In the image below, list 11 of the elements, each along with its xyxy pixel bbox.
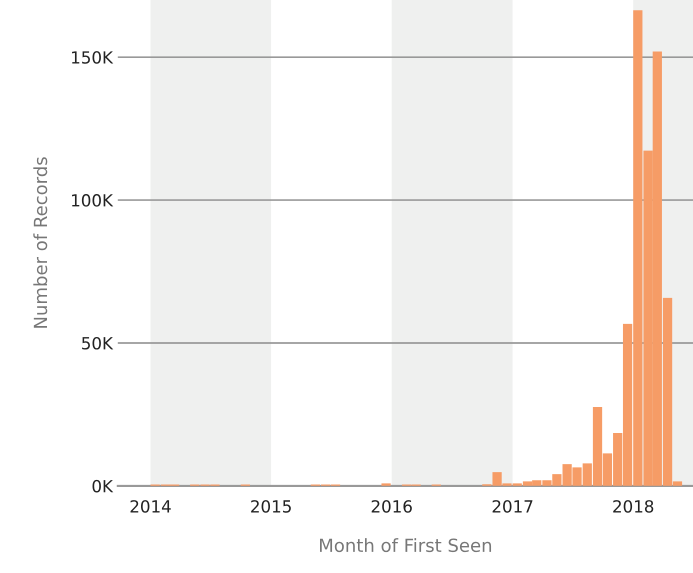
x-tick-label: 2016: [372, 500, 412, 513]
x-tick-label: 2018: [613, 500, 654, 513]
y-tick-label: 50K: [82, 336, 114, 350]
x-tick-label: 2014: [130, 500, 171, 513]
y-tick-label: 0K: [92, 480, 114, 492]
x-tick-label: 2015: [251, 500, 291, 513]
y-axis-title: Number of Records: [33, 157, 48, 328]
x-tick-label: 2017: [492, 500, 532, 513]
y-tick-label: 150K: [72, 51, 114, 64]
x-axis-title: Month of First Seen: [320, 538, 492, 552]
y-tick-label: 100K: [72, 194, 114, 207]
